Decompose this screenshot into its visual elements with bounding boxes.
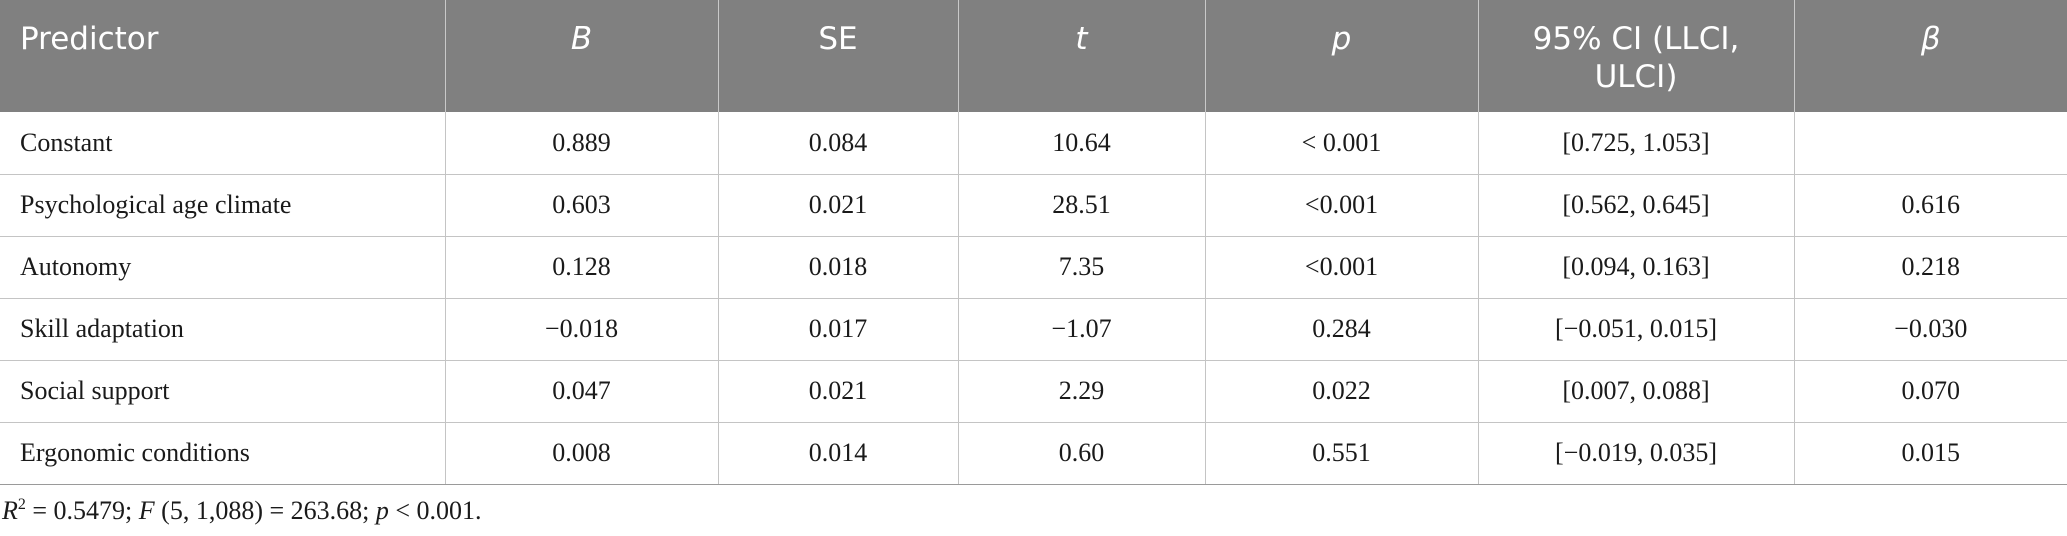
f-value: (5, 1,088) = 263.68; bbox=[154, 496, 376, 525]
cell-b: 0.047 bbox=[444, 359, 719, 423]
cell-se: 0.021 bbox=[717, 173, 959, 237]
table-row: Psychological age climate 0.603 0.021 28… bbox=[0, 173, 2067, 237]
cell-se: 0.018 bbox=[717, 235, 959, 299]
table-row: Autonomy 0.128 0.018 7.35 <0.001 [0.094,… bbox=[0, 235, 2067, 299]
table-row: Skill adaptation −0.018 0.017 −1.07 0.28… bbox=[0, 297, 2067, 361]
cell-t: 7.35 bbox=[957, 235, 1206, 299]
cell-se: 0.021 bbox=[717, 359, 959, 423]
table-row: Ergonomic conditions 0.008 0.014 0.60 0.… bbox=[0, 421, 2067, 485]
header-beta: β bbox=[1794, 0, 2067, 112]
table-row: Social support 0.047 0.021 2.29 0.022 [0… bbox=[0, 359, 2067, 423]
cell-t: 28.51 bbox=[957, 173, 1206, 237]
cell-t: −1.07 bbox=[957, 297, 1206, 361]
cell-t: 2.29 bbox=[957, 359, 1206, 423]
cell-t: 10.64 bbox=[957, 112, 1206, 175]
cell-b: −0.018 bbox=[444, 297, 719, 361]
cell-p: < 0.001 bbox=[1204, 112, 1479, 175]
cell-beta: 0.616 bbox=[1793, 173, 2067, 237]
header-se: SE bbox=[718, 0, 959, 112]
p-value: < 0.001. bbox=[388, 496, 482, 525]
p-symbol: p bbox=[375, 496, 389, 525]
cell-beta: 0.218 bbox=[1793, 235, 2067, 299]
cell-predictor: Ergonomic conditions bbox=[0, 421, 446, 485]
cell-predictor: Psychological age climate bbox=[0, 173, 446, 237]
table-row: Constant 0.889 0.084 10.64 < 0.001 [0.72… bbox=[0, 112, 2067, 175]
cell-p: 0.551 bbox=[1204, 421, 1479, 485]
cell-p: 0.284 bbox=[1204, 297, 1479, 361]
f-symbol: F bbox=[138, 496, 155, 525]
cell-beta: 0.070 bbox=[1793, 359, 2067, 423]
cell-ci: [0.094, 0.163] bbox=[1477, 235, 1795, 299]
r-symbol: R bbox=[2, 496, 18, 525]
cell-b: 0.128 bbox=[444, 235, 719, 299]
cell-predictor: Autonomy bbox=[0, 235, 446, 299]
header-row: Predictor B SE t p 95% CI (LLCI, ULCI) β bbox=[0, 0, 2067, 112]
cell-beta: 0.015 bbox=[1793, 421, 2067, 485]
cell-t: 0.60 bbox=[957, 421, 1206, 485]
table-footnote: R2 = 0.5479; F (5, 1,088) = 263.68; p < … bbox=[2, 496, 482, 526]
cell-predictor: Skill adaptation bbox=[0, 297, 446, 361]
header-t: t bbox=[958, 0, 1206, 112]
cell-p: 0.022 bbox=[1204, 359, 1479, 423]
cell-ci: [−0.019, 0.035] bbox=[1477, 421, 1795, 485]
regression-table-container: Predictor B SE t p 95% CI (LLCI, ULCI) β… bbox=[0, 0, 2067, 485]
cell-beta: −0.030 bbox=[1793, 297, 2067, 361]
cell-p: <0.001 bbox=[1204, 173, 1479, 237]
cell-ci: [−0.051, 0.015] bbox=[1477, 297, 1795, 361]
cell-ci: [0.725, 1.053] bbox=[1477, 112, 1795, 175]
cell-beta bbox=[1793, 112, 2067, 175]
cell-se: 0.014 bbox=[717, 421, 959, 485]
regression-table: Predictor B SE t p 95% CI (LLCI, ULCI) β… bbox=[0, 0, 2067, 485]
r-superscript: 2 bbox=[17, 496, 26, 513]
cell-b: 0.603 bbox=[444, 173, 719, 237]
table-header: Predictor B SE t p 95% CI (LLCI, ULCI) β bbox=[0, 0, 2067, 112]
cell-ci: [0.562, 0.645] bbox=[1477, 173, 1795, 237]
cell-predictor: Constant bbox=[0, 112, 446, 175]
header-b: B bbox=[445, 0, 719, 112]
cell-predictor: Social support bbox=[0, 359, 446, 423]
cell-b: 0.008 bbox=[444, 421, 719, 485]
cell-se: 0.017 bbox=[717, 297, 959, 361]
header-p: p bbox=[1205, 0, 1479, 112]
cell-p: <0.001 bbox=[1204, 235, 1479, 299]
cell-se: 0.084 bbox=[717, 112, 959, 175]
header-ci: 95% CI (LLCI, ULCI) bbox=[1478, 0, 1795, 112]
cell-ci: [0.007, 0.088] bbox=[1477, 359, 1795, 423]
cell-b: 0.889 bbox=[444, 112, 719, 175]
table-body: Constant 0.889 0.084 10.64 < 0.001 [0.72… bbox=[0, 112, 2067, 485]
header-predictor: Predictor bbox=[0, 0, 446, 112]
r-value: = 0.5479; bbox=[25, 496, 139, 525]
